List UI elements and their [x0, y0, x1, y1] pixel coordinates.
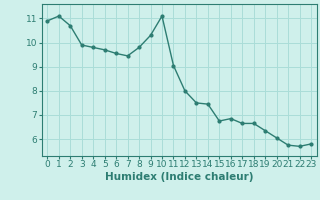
X-axis label: Humidex (Indice chaleur): Humidex (Indice chaleur) [105, 172, 253, 182]
